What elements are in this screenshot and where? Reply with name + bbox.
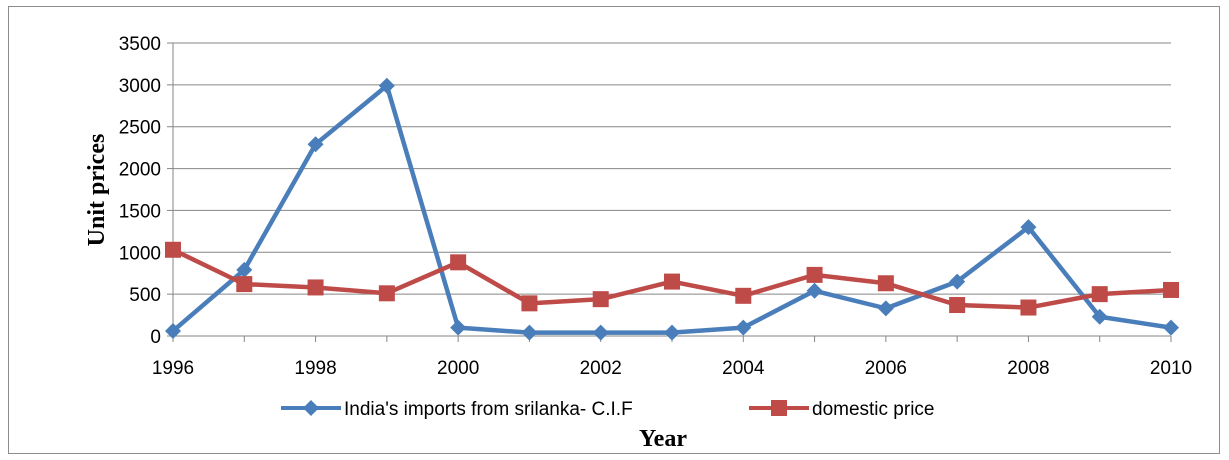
data-point-domestic	[165, 241, 181, 258]
data-point-imports	[949, 273, 966, 290]
x-tick-label: 1998	[294, 358, 336, 379]
y-tick-label: 3500	[119, 34, 161, 55]
y-tick-label: 3000	[119, 76, 161, 97]
x-tick-label: 2002	[580, 358, 622, 379]
data-point-domestic	[592, 291, 609, 308]
y-tick-label: 0	[150, 327, 161, 348]
data-point-domestic	[949, 297, 966, 314]
y-tick-label: 2000	[119, 160, 161, 181]
x-tick-label: 2008	[1007, 358, 1049, 379]
data-point-domestic	[307, 279, 324, 296]
data-point-imports	[592, 324, 609, 341]
data-point-imports	[1163, 319, 1179, 336]
chart-frame	[8, 6, 1220, 454]
series-lines	[171, 83, 1172, 335]
data-point-domestic	[877, 275, 894, 292]
data-point-imports	[1020, 219, 1037, 236]
data-point-imports	[877, 300, 894, 317]
y-tick-label: 1000	[119, 243, 161, 264]
data-point-domestic	[236, 276, 253, 293]
legend-swatch-imports-marker	[303, 400, 319, 416]
data-point-domestic	[1163, 281, 1179, 298]
data-point-imports	[664, 324, 680, 341]
data-point-imports	[450, 319, 467, 336]
data-point-imports	[307, 136, 324, 153]
data-point-domestic	[450, 254, 467, 271]
x-tick-label: 2006	[865, 358, 907, 379]
y-tick-label: 2500	[119, 118, 161, 139]
data-point-domestic	[521, 295, 538, 312]
data-point-domestic	[1091, 286, 1108, 303]
legend: India's imports from srilanka- C.I.F dom…	[281, 399, 935, 420]
series-line-imports	[171, 83, 1172, 335]
legend-label-imports: India's imports from srilanka- C.I.F	[344, 399, 633, 420]
data-point-imports	[735, 319, 752, 336]
x-tick-label: 2004	[722, 358, 765, 379]
data-point-domestic	[1020, 299, 1037, 316]
data-point-imports	[806, 282, 823, 299]
x-axis-title: Year	[639, 426, 687, 452]
y-axis-title: Unit prices	[84, 134, 110, 247]
legend-swatch-domestic-marker	[771, 400, 787, 416]
data-point-domestic	[735, 287, 752, 304]
data-point-imports	[1091, 308, 1108, 325]
data-point-imports	[521, 324, 538, 341]
data-point-domestic	[378, 285, 395, 302]
gridlines	[173, 42, 1171, 295]
y-tick-label: 500	[129, 285, 161, 306]
x-tick-label: 2000	[437, 358, 479, 379]
y-tick-label: 1500	[119, 201, 161, 222]
x-tick-label: 1996	[152, 358, 194, 379]
x-tick-labels: 1996 1998 2000 2002 2004 2006 2008 2010	[152, 358, 1192, 379]
data-point-imports	[165, 322, 181, 339]
data-point-imports	[236, 261, 253, 278]
data-point-domestic	[664, 273, 680, 290]
x-tick-label: 2010	[1150, 358, 1192, 379]
y-tick-labels: 0 500 1000 1500 2000 2500 3000 3500	[119, 34, 161, 348]
data-point-domestic	[806, 266, 823, 283]
axes	[167, 42, 1172, 342]
data-point-imports	[378, 77, 395, 94]
series-markers	[165, 77, 1179, 341]
legend-label-domestic: domestic price	[812, 399, 935, 420]
